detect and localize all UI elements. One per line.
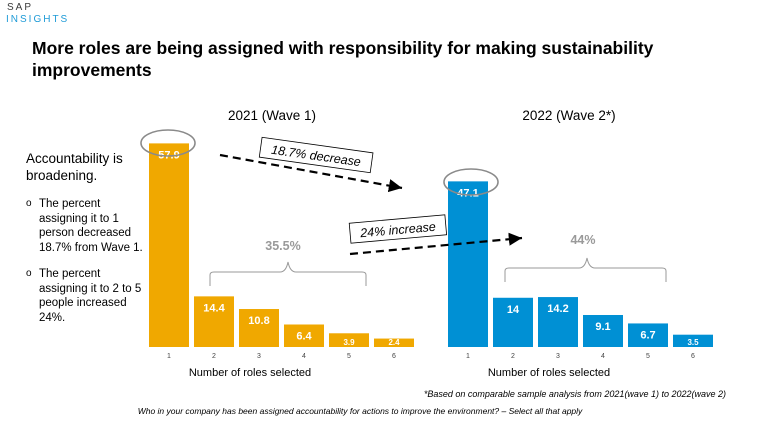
page-title: More roles are being assigned with respo… bbox=[32, 38, 654, 80]
decrease-callout-box bbox=[258, 136, 374, 174]
bullet-item: o The percent assigning it to 2 to 5 peo… bbox=[26, 267, 144, 325]
increase-callout-text: 24% increase bbox=[359, 220, 437, 241]
bar-value-label: 10.8 bbox=[248, 315, 269, 327]
bracket-label-2022: 44% bbox=[570, 233, 595, 247]
x-tick-label: 4 bbox=[302, 353, 306, 360]
increase-arrow bbox=[349, 232, 523, 256]
bar-value-label: 2.4 bbox=[388, 338, 400, 347]
bar-value-label: 14 bbox=[507, 304, 520, 316]
bars-2022: 47.1 1 14 2 14.2 3 9.1 4 6.7 5 3.5 6 bbox=[448, 181, 713, 360]
x-tick-label: 5 bbox=[347, 353, 351, 360]
bar-2022-4 bbox=[583, 314, 623, 347]
bracket-label-2021: 35.5% bbox=[265, 239, 300, 253]
bar-2021-5 bbox=[329, 333, 369, 347]
logo-sap: SAP bbox=[7, 2, 34, 13]
bullet-text: The percent assigning it to 1 person dec… bbox=[39, 198, 143, 254]
bar-value-label: 9.1 bbox=[595, 321, 610, 333]
bar-2022-3 bbox=[538, 297, 578, 347]
x-tick-label: 2 bbox=[511, 353, 515, 360]
chart-title-2022: 2022 (Wave 2*) bbox=[522, 108, 615, 123]
bullet-item: o The percent assigning it to 1 person d… bbox=[26, 197, 144, 255]
x-tick-label: 1 bbox=[167, 353, 171, 360]
highlight-ellipse-2021 bbox=[140, 129, 196, 157]
bar-2021-1 bbox=[149, 143, 189, 347]
x-tick-label: 3 bbox=[556, 353, 560, 360]
decrease-arrow bbox=[219, 153, 403, 193]
sidebar-heading: Accountability is broadening. bbox=[26, 151, 123, 183]
bar-value-label: 14.2 bbox=[547, 303, 568, 315]
bar-2021-4 bbox=[284, 324, 324, 347]
bullet-list: o The percent assigning it to 1 person d… bbox=[26, 197, 144, 325]
bar-value-label: 14.4 bbox=[203, 302, 225, 314]
increase-callout-box bbox=[348, 214, 448, 244]
bullet-marker: o bbox=[26, 198, 32, 209]
increase-callout: 24% increase bbox=[348, 214, 448, 244]
x-tick-label: 6 bbox=[392, 353, 396, 360]
bracket-2021 bbox=[209, 261, 367, 286]
x-tick-label: 5 bbox=[646, 353, 650, 360]
bar-value-label: 6.4 bbox=[296, 330, 312, 342]
x-tick-label: 1 bbox=[466, 353, 470, 360]
x-tick-label: 6 bbox=[691, 353, 695, 360]
bar-2022-2 bbox=[493, 297, 533, 347]
bar-2021-2 bbox=[194, 296, 234, 347]
bar-2022-6 bbox=[673, 334, 713, 347]
x-tick-label: 2 bbox=[212, 353, 216, 360]
logo-insights: INSIGHTS bbox=[6, 14, 70, 25]
bar-2021-6 bbox=[374, 338, 414, 347]
bar-value-label: 6.7 bbox=[640, 329, 655, 341]
bar-value-label: 3.9 bbox=[343, 338, 355, 347]
footnote: *Based on comparable sample analysis fro… bbox=[424, 389, 726, 399]
decrease-callout: 18.7% decrease bbox=[258, 136, 374, 174]
bullet-text: The percent assigning it to 2 to 5 peopl… bbox=[39, 268, 142, 324]
bracket-2022 bbox=[504, 257, 667, 282]
sidebar-summary: Accountability is broadening. o The perc… bbox=[26, 150, 144, 337]
survey-question: Who in your company has been assigned ac… bbox=[138, 406, 583, 416]
bar-2022-1 bbox=[448, 181, 488, 347]
bar-value-label: 47.1 bbox=[457, 187, 478, 199]
bar-2022-5 bbox=[628, 323, 668, 347]
chart-title-2021: 2021 (Wave 1) bbox=[228, 108, 316, 123]
bar-2021-3 bbox=[239, 309, 279, 347]
x-tick-label: 3 bbox=[257, 353, 261, 360]
sap-insights-logo: SAP INSIGHTS bbox=[6, 2, 69, 26]
x-tick-label: 4 bbox=[601, 353, 605, 360]
x-axis-label-2022: Number of roles selected bbox=[488, 367, 610, 379]
x-axis-label-2021: Number of roles selected bbox=[189, 367, 311, 379]
bullet-marker: o bbox=[26, 268, 32, 279]
bar-value-label: 3.5 bbox=[687, 338, 699, 347]
highlight-ellipse-2022 bbox=[443, 168, 499, 196]
